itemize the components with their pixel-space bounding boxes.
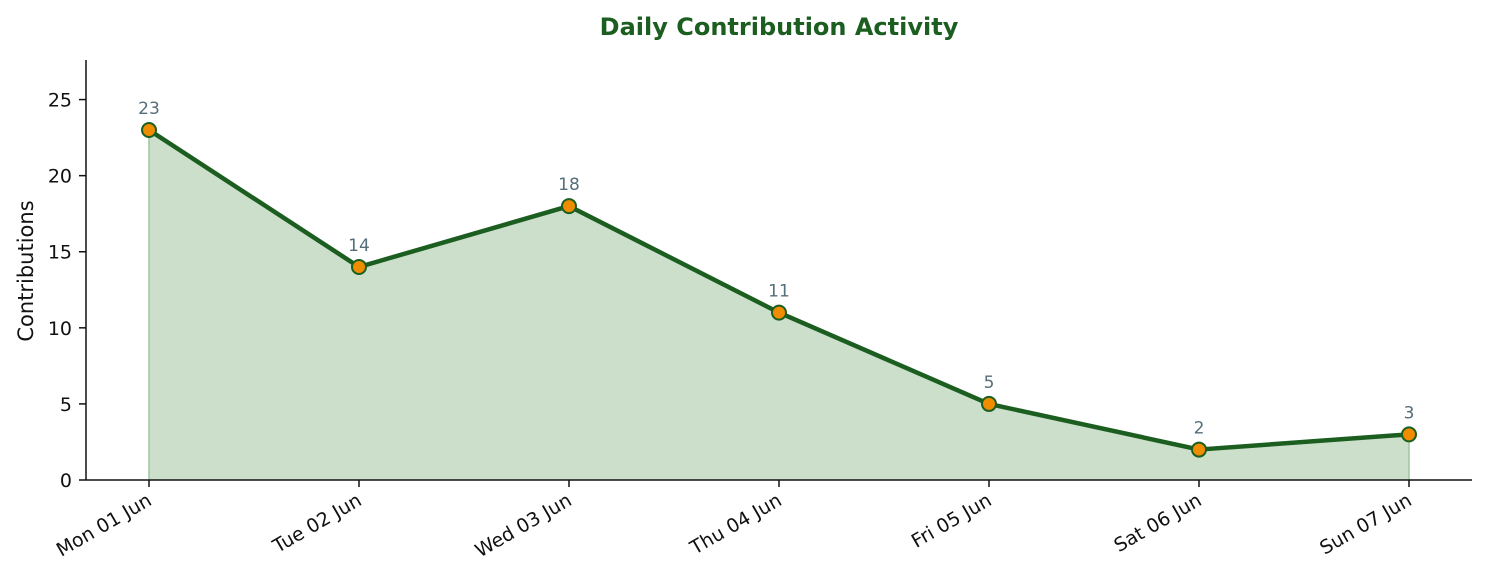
data-label: 18 bbox=[558, 175, 580, 195]
y-tick-label: 20 bbox=[48, 166, 72, 188]
data-label: 14 bbox=[348, 236, 370, 256]
data-point bbox=[561, 198, 577, 215]
area-fill bbox=[149, 130, 1409, 480]
data-point bbox=[981, 395, 997, 412]
data-point bbox=[351, 258, 367, 275]
data-label: 3 bbox=[1404, 403, 1415, 423]
data-point bbox=[1191, 441, 1207, 458]
x-tick-label: Mon 01 Jun bbox=[53, 489, 156, 561]
x-tick-label: Sat 06 Jun bbox=[1110, 489, 1205, 557]
data-label: 5 bbox=[984, 373, 995, 393]
data-label: 11 bbox=[768, 282, 790, 302]
y-tick-label: 25 bbox=[48, 90, 72, 112]
x-tick-label: Fri 05 Jun bbox=[908, 489, 996, 552]
y-tick-label: 5 bbox=[60, 394, 72, 416]
chart-title: Daily Contribution Activity bbox=[600, 13, 959, 41]
data-point bbox=[771, 304, 787, 321]
y-tick-label: 15 bbox=[48, 242, 72, 264]
x-tick-label: Sun 07 Jun bbox=[1316, 489, 1415, 559]
y-axis-label: Contributions bbox=[14, 200, 38, 341]
x-tick-label: Thu 04 Jun bbox=[686, 489, 786, 559]
y-tick-label: 10 bbox=[48, 318, 72, 340]
x-tick-label: Wed 03 Jun bbox=[472, 489, 576, 562]
y-tick-label: 0 bbox=[60, 470, 72, 492]
data-point bbox=[1401, 426, 1417, 443]
data-point bbox=[141, 122, 157, 138]
data-label: 23 bbox=[138, 99, 160, 119]
x-tick-label: Tue 02 Jun bbox=[268, 489, 365, 558]
data-label: 2 bbox=[1194, 419, 1205, 439]
